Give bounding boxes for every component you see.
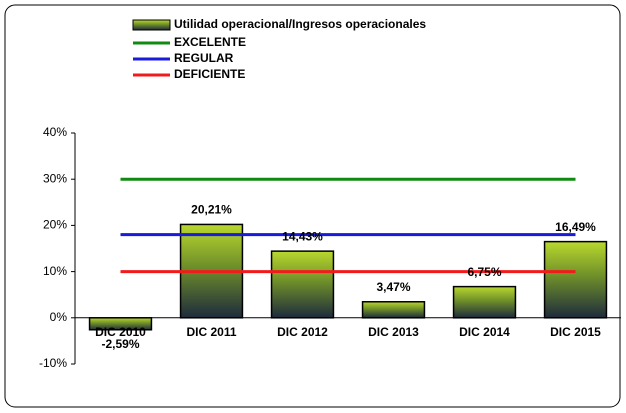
value-label: 14,43% [282,229,323,243]
bar [270,250,335,319]
bar [361,301,426,319]
y-tick-label: 10% [43,264,67,278]
legend-swatch [132,19,171,31]
value-label: 6,75% [467,265,501,279]
y-tick-label: 20% [43,218,67,232]
bar [543,240,608,319]
legend-box [130,16,506,84]
x-tick-label: DIC 2013 [368,325,419,339]
value-label: 20,21% [191,203,232,217]
x-tick-label: DIC 2011 [186,325,236,339]
y-tick-label: 30% [43,171,67,185]
y-tick-label: 40% [43,125,67,139]
x-tick-label: DIC 2014 [459,325,510,339]
legend-label: REGULAR [174,51,234,65]
y-tick-label: 0% [50,310,68,324]
x-tick-label: DIC 2015 [550,325,601,339]
legend-label: EXCELENTE [174,35,246,49]
value-label: 16,49% [555,220,596,234]
bar [452,285,517,319]
legend-label: Utilidad operacional/Ingresos operaciona… [174,17,426,31]
value-label: -2,59% [101,337,139,351]
x-tick-label: DIC 2012 [277,325,328,339]
y-tick-label: -10% [39,356,67,370]
x-tick-label: DIC 2010 [95,325,146,339]
legend-label: DEFICIENTE [174,67,245,81]
value-label: 3,47% [376,280,410,294]
